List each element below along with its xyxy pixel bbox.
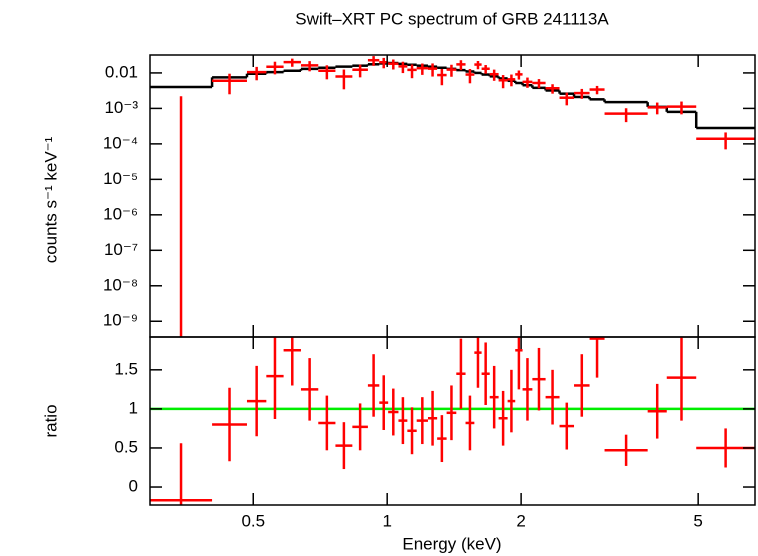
panel-frame [149,336,756,506]
x-tick-label: 2 [516,511,525,530]
y-tick-label: 10⁻⁵ [103,169,138,188]
x-axis-label: Energy (keV) [402,534,501,553]
chart-title: Swift–XRT PC spectrum of GRB 241113A [295,9,609,28]
x-tick-label: 5 [693,511,702,530]
x-tick-label: 1 [382,511,391,530]
y-axis-label: ratio [41,404,60,437]
y-tick-label: 10⁻⁶ [103,204,138,223]
panel-frame [149,54,756,338]
x-tick-label: 0.5 [241,511,265,530]
plot-area [150,56,755,337]
y-tick-label: 10⁻⁹ [103,311,138,330]
y-tick-label: 0.5 [114,437,138,456]
y-tick-label: 10⁻⁷ [104,240,138,259]
plot-area [150,337,755,505]
y-tick-label: 1.5 [114,359,138,378]
y-tick-label: 0 [129,477,138,496]
y-axis-label: counts s⁻¹ keV⁻¹ [41,136,60,263]
y-tick-label: 10⁻⁸ [103,275,138,294]
y-tick-label: 10⁻⁴ [103,133,138,152]
y-tick-label: 1 [129,398,138,417]
y-tick-label: 10⁻³ [104,98,138,117]
y-tick-label: 0.01 [105,62,138,81]
